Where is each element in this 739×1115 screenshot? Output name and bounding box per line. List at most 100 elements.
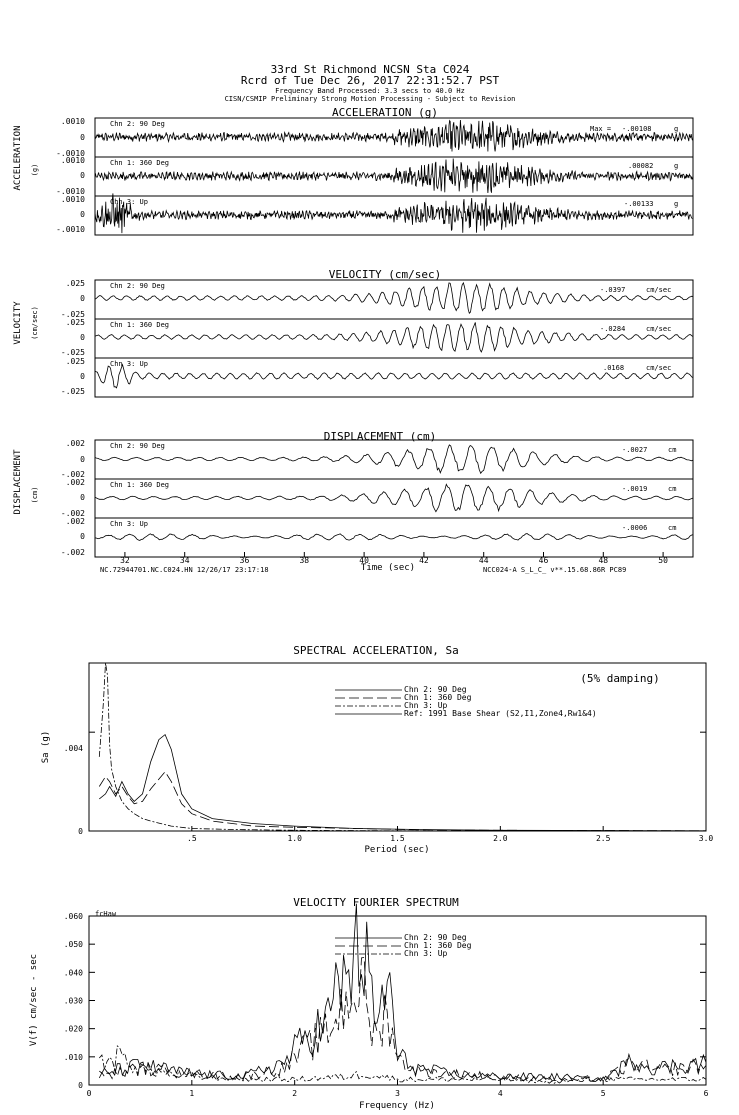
vel-chn3-max: .0168 [603,364,624,372]
vel-chn1-label: Chn 1: 360 Deg [110,321,169,329]
vel-trace-1 [94,281,694,314]
acc-chn2-max: -.00108 [622,125,652,133]
vel-ytick-zero-3: 0 [80,372,85,381]
sa-series [89,662,707,832]
vel-ytick-bot-3: -.025 [61,387,85,396]
acceleration-ylabel: ACCELERATION [13,125,23,190]
sa-xtick-label: 1.0 [287,834,302,843]
dis-trace-1 [94,444,694,475]
acc-max-prefix: Max = [590,125,611,133]
time-tick-label: 44 [479,556,489,565]
dis-chn2-max: -.0027 [622,446,647,454]
displacement-frame [94,439,694,558]
sa-frame [88,662,707,832]
acc-ytick-top-1: .0010 [61,117,85,126]
vel-ytick-top-2: .025 [66,318,85,327]
vel-chn3-label: Chn 3: Up [110,360,148,368]
vel-chn1-unit: cm/sec [646,325,671,333]
velocity-panel: .025 0 -.025 .025 0 -.025 .025 0 -.025 C… [61,279,694,398]
time-tick-label: 32 [120,556,130,565]
vfs-xtick-label: 6 [704,1089,709,1098]
acceleration-panel: .0010 0 -.0010 .0010 0 -.0010 .0010 0 -.… [56,117,694,236]
acc-ytick-zero-3: 0 [80,210,85,219]
sa-series-2 [98,771,707,832]
dis-ytick-bot-3: -.002 [61,548,85,557]
acceleration-title: ACCELERATION (g) [332,106,438,119]
dis-chn1-unit: cm [668,485,676,493]
time-tick-label: 40 [359,556,369,565]
dis-chn3-label: Chn 3: Up [110,520,148,528]
dis-trace-2 [94,483,694,513]
velocity-frame [94,279,694,398]
acc-ytick-bot-2: -.0010 [56,187,85,196]
station-title: 33rd St Richmond NCSN Sta C024 [271,63,470,76]
sa-xtick-label: 1.5 [390,834,405,843]
sa-legend-ref: Ref: 1991 Base Shear (S2,I1,Zone4,Rw1&4) [404,709,597,718]
acc-chn1-label: Chn 1: 360 Deg [110,159,169,167]
vfs-series-2 [98,957,707,1083]
sa-xtick-label: 3.0 [699,834,714,843]
time-tick-label: 42 [419,556,429,565]
acc-ytick-top-2: .0010 [61,156,85,165]
acc-chn3-label: Chn 3: Up [110,198,148,206]
acc-chn2-label: Chn 2: 90 Deg [110,120,165,128]
acceleration-traces [94,119,693,234]
vel-ytick-zero-2: 0 [80,333,85,342]
sa-legend-chn1: Chn 1: 360 Deg [404,693,472,702]
vfs-legend-chn1: Chn 1: 360 Deg [404,941,472,950]
dis-trace-3 [94,533,694,541]
displacement-title: DISPLACEMENT (cm) [324,430,437,443]
sa-ylabel: Sa (g) [41,731,51,764]
sa-legend-chn2: Chn 2: 90 Deg [404,685,467,694]
vfs-corner-label: fcHaw [95,910,117,918]
dis-ytick-bot-1: -.002 [61,470,85,479]
vfs-ytick-label: .010 [64,1053,83,1062]
vfs-ticks: 0 1 2 3 4 5 6 .060 .050 .040 .030 .020 .010 0 [64,912,709,1098]
vfs-ytick-label: .030 [64,997,83,1006]
acc-ytick-bot-1: -.0010 [56,149,85,158]
sa-panel: (5% damping) Sa (g) Period (sec) .004 0 … [41,662,714,855]
vel-ytick-zero-1: 0 [80,294,85,303]
vfs-panel: fcHaw V(f) cm/sec - sec Frequency (Hz) 0… [29,903,709,1111]
sa-series-1 [99,733,707,832]
sa-xlabel: Period (sec) [364,845,429,855]
displacement-yunit: (cm) [31,487,39,504]
dis-ytick-bot-2: -.002 [61,509,85,518]
displacement-ylabel: DISPLACEMENT [13,449,23,515]
time-tick-label: 50 [658,556,668,565]
dis-ytick-zero-3: 0 [80,532,85,541]
record-id-footer: NC.72944701.NC.C024.HN 12/26/17 23:17:18 [100,566,269,574]
dis-ytick-zero-1: 0 [80,455,85,464]
acc-trace-2 [94,158,693,194]
vel-ytick-bot-1: -.025 [61,310,85,319]
displacement-panel: .002 0 -.002 .002 0 -.002 .002 0 -.002 C… [61,439,694,574]
vfs-xtick-label: 0 [87,1089,92,1098]
vel-trace-3 [94,363,694,389]
sa-ytick-004: .004 [64,744,83,753]
vfs-ylabel: V(f) cm/sec - sec [29,954,39,1046]
vfs-legend-chn2: Chn 2: 90 Deg [404,933,467,942]
dis-chn2-unit: cm [668,446,676,454]
time-tick-label: 36 [240,556,250,565]
acceleration-frame [94,117,694,236]
vfs-legend-chn3: Chn 3: Up [404,949,448,958]
processing-id-footer: NCC024-A S_L_C_ v**.15.68.86R PC89 [483,566,626,574]
time-xlabel: Time (sec) [361,563,415,573]
acc-chn1-max: .00082 [628,162,653,170]
vfs-ytick-label: .060 [64,912,83,921]
velocity-yunit: (cm/sec) [31,306,39,340]
dis-ytick-top-1: .002 [66,439,85,448]
vel-ytick-bot-2: -.025 [61,348,85,357]
time-tick-label: 48 [598,556,608,565]
dis-chn1-max: -.0019 [622,485,647,493]
acceleration-yunit: (g) [31,164,39,177]
velocity-ylabel: VELOCITY [13,301,23,345]
vel-trace-2 [94,322,694,353]
acc-chn2-unit: g [674,125,678,133]
dis-ytick-top-2: .002 [66,478,85,487]
vfs-series-1 [99,903,707,1082]
vfs-xtick-label: 4 [498,1089,503,1098]
vfs-xtick-label: 5 [601,1089,606,1098]
vfs-ytick-label: .020 [64,1025,83,1034]
